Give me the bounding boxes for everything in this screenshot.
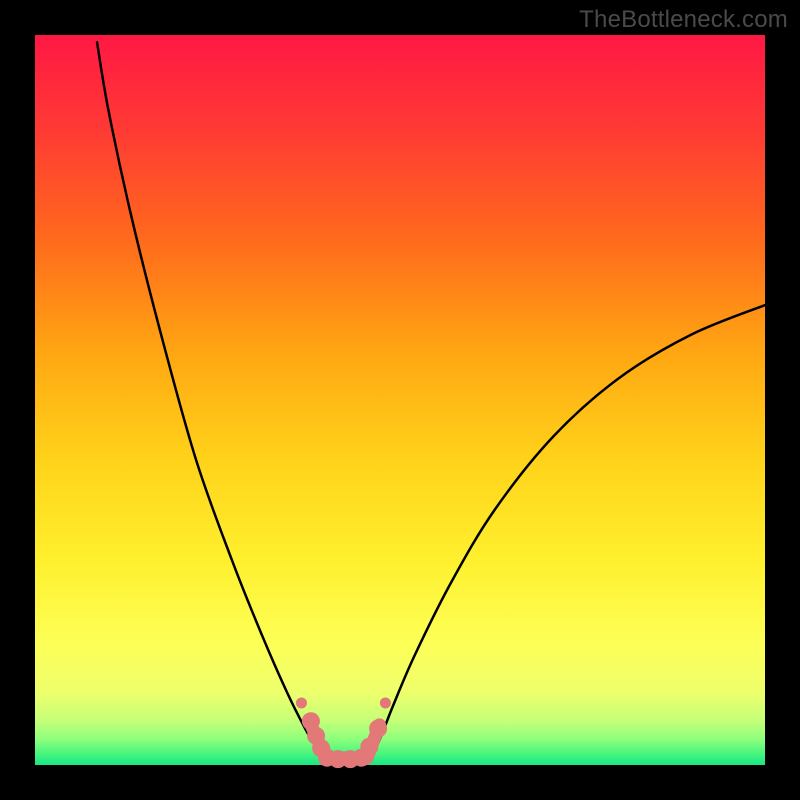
marker-dot: [360, 738, 378, 756]
marker-dot: [296, 697, 307, 708]
stage: TheBottleneck.com: [0, 0, 800, 800]
marker-dot: [380, 697, 391, 708]
chart-svg: [0, 0, 800, 800]
plot-background: [35, 35, 765, 765]
marker-dot: [369, 720, 387, 738]
